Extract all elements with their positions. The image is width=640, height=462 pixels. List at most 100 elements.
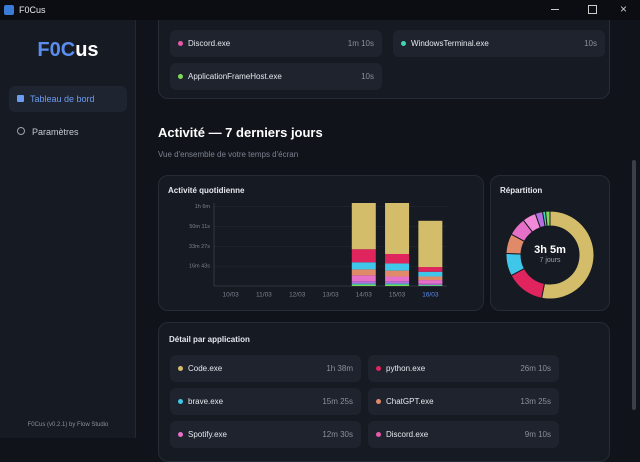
share-card: Répartition 3h 5m 7 jours bbox=[490, 175, 610, 311]
app-dot bbox=[376, 366, 381, 371]
y-tick-label: 33m 27s bbox=[189, 244, 210, 250]
bar-segment bbox=[418, 283, 443, 285]
app-dot bbox=[376, 399, 381, 404]
logo-rest: us bbox=[75, 39, 99, 61]
app-name: ChatGPT.exe bbox=[386, 397, 434, 406]
chart-title: Répartition bbox=[500, 186, 542, 195]
nav-dashboard[interactable]: Tableau de bord bbox=[9, 86, 127, 112]
app-item: ChatGPT.exe 13m 25s bbox=[368, 388, 559, 415]
y-tick-label: 1h 6m bbox=[195, 204, 211, 210]
app-item: WindowsTerminal.exe 10s bbox=[393, 30, 605, 57]
bar-segment bbox=[385, 276, 410, 282]
chart-title: Activité quotidienne bbox=[168, 186, 245, 195]
app-name: Discord.exe bbox=[188, 39, 231, 48]
bar-segment bbox=[385, 263, 410, 271]
detail-title: Détail par application bbox=[169, 335, 250, 344]
app-item: python.exe 26m 10s bbox=[368, 355, 559, 382]
app-icon bbox=[4, 5, 14, 15]
app-dot bbox=[178, 366, 183, 371]
bar-segment bbox=[418, 284, 443, 286]
bar-segment bbox=[385, 203, 410, 254]
nav-icon bbox=[17, 95, 24, 102]
app-name: python.exe bbox=[386, 364, 426, 373]
bar-segment bbox=[385, 283, 410, 285]
app-name: Discord.exe bbox=[386, 430, 429, 439]
bar-segment bbox=[351, 262, 376, 270]
app-name: ApplicationFrameHost.exe bbox=[188, 72, 282, 81]
bar-segment bbox=[418, 280, 443, 284]
app-item: Discord.exe 1m 10s bbox=[170, 30, 382, 57]
app-time: 15m 25s bbox=[322, 397, 353, 406]
detail-card: Détail par application Code.exe 1h 38m pyt… bbox=[158, 322, 610, 462]
logo-accent: F0C bbox=[37, 39, 76, 61]
title-bar: F0Cus × bbox=[0, 0, 640, 20]
app-name: brave.exe bbox=[188, 397, 224, 406]
app-name: Spotify.exe bbox=[188, 430, 227, 439]
bar-segment bbox=[385, 284, 410, 286]
x-tick-label: 16/03 bbox=[422, 292, 439, 299]
minimize-button[interactable] bbox=[551, 9, 559, 10]
app-item: Discord.exe 9m 10s bbox=[368, 421, 559, 448]
bar-segment bbox=[351, 203, 376, 250]
app-time: 10s bbox=[584, 39, 597, 48]
bar-segment bbox=[385, 253, 410, 264]
bar-segment bbox=[351, 269, 376, 276]
x-tick-label: 13/03 bbox=[322, 292, 339, 299]
app-time: 10s bbox=[361, 72, 374, 81]
bar-segment bbox=[351, 281, 376, 284]
app-time: 1h 38m bbox=[326, 364, 353, 373]
donut-slice bbox=[541, 210, 595, 300]
app-dot bbox=[178, 41, 183, 46]
close-button[interactable]: × bbox=[620, 2, 628, 16]
x-tick-label: 11/03 bbox=[256, 292, 272, 299]
app-dot bbox=[401, 41, 406, 46]
donut-center-label: 3h 5m bbox=[534, 244, 566, 256]
nav-label: Paramètres bbox=[32, 127, 79, 137]
bar-segment bbox=[418, 285, 443, 286]
donut-slice bbox=[544, 210, 551, 227]
daily-chart-card: Activité quotidienne 16m 43s 33m 27s 50m 1… bbox=[158, 175, 484, 311]
y-tick-label: 50m 11s bbox=[189, 224, 210, 230]
app-time: 13m 25s bbox=[520, 397, 551, 406]
nav-icon bbox=[17, 127, 25, 135]
bar-segment bbox=[385, 270, 410, 277]
y-tick-label: 16m 43s bbox=[189, 264, 210, 270]
bar-segment bbox=[418, 271, 443, 277]
x-tick-label: 15/03 bbox=[389, 292, 406, 299]
app-dot bbox=[376, 432, 381, 437]
bar-segment bbox=[418, 267, 443, 272]
app-name: Code.exe bbox=[188, 364, 223, 373]
x-tick-label: 14/03 bbox=[356, 292, 373, 299]
nav-settings[interactable]: Paramètres bbox=[9, 119, 127, 145]
scrollbar-thumb[interactable] bbox=[632, 160, 636, 410]
sidebar: F0Cus Tableau de bord Paramètres F0Cus (… bbox=[0, 20, 136, 438]
app-time: 9m 10s bbox=[524, 430, 551, 439]
section-subtitle: Vue d'ensemble de votre temps d'écran bbox=[158, 150, 299, 159]
x-tick-label: 12/03 bbox=[289, 292, 306, 299]
bar-segment bbox=[351, 284, 376, 286]
section-title: Activité — 7 derniers jours bbox=[158, 125, 323, 140]
app-time: 12m 30s bbox=[322, 430, 353, 439]
app-time: 1m 10s bbox=[347, 39, 374, 48]
bar-chart: Activité quotidienne 16m 43s 33m 27s 50m 1… bbox=[168, 186, 447, 299]
bar-segment bbox=[351, 275, 376, 282]
app-item: brave.exe 15m 25s bbox=[170, 388, 361, 415]
window-title: F0Cus bbox=[19, 5, 46, 15]
nav-label: Tableau de bord bbox=[30, 94, 95, 104]
donut-chart: Répartition 3h 5m 7 jours bbox=[500, 186, 595, 300]
donut-center-sublabel: 7 jours bbox=[539, 257, 561, 264]
x-tick-label: 10/03 bbox=[223, 292, 240, 299]
app-name: WindowsTerminal.exe bbox=[411, 39, 489, 48]
app-item: ApplicationFrameHost.exe 10s bbox=[170, 63, 382, 90]
app-item: Spotify.exe 12m 30s bbox=[170, 421, 361, 448]
bar-segment bbox=[418, 276, 443, 281]
maximize-button[interactable] bbox=[588, 5, 597, 14]
bar-segment bbox=[351, 283, 376, 285]
bar-segment bbox=[385, 281, 410, 284]
app-item: Code.exe 1h 38m bbox=[170, 355, 361, 382]
footer: F0Cus (v0.2.1) by Flow Studio bbox=[27, 422, 109, 428]
app-dot bbox=[178, 399, 183, 404]
bar-segment bbox=[418, 220, 443, 268]
logo: F0Cus bbox=[0, 39, 136, 62]
